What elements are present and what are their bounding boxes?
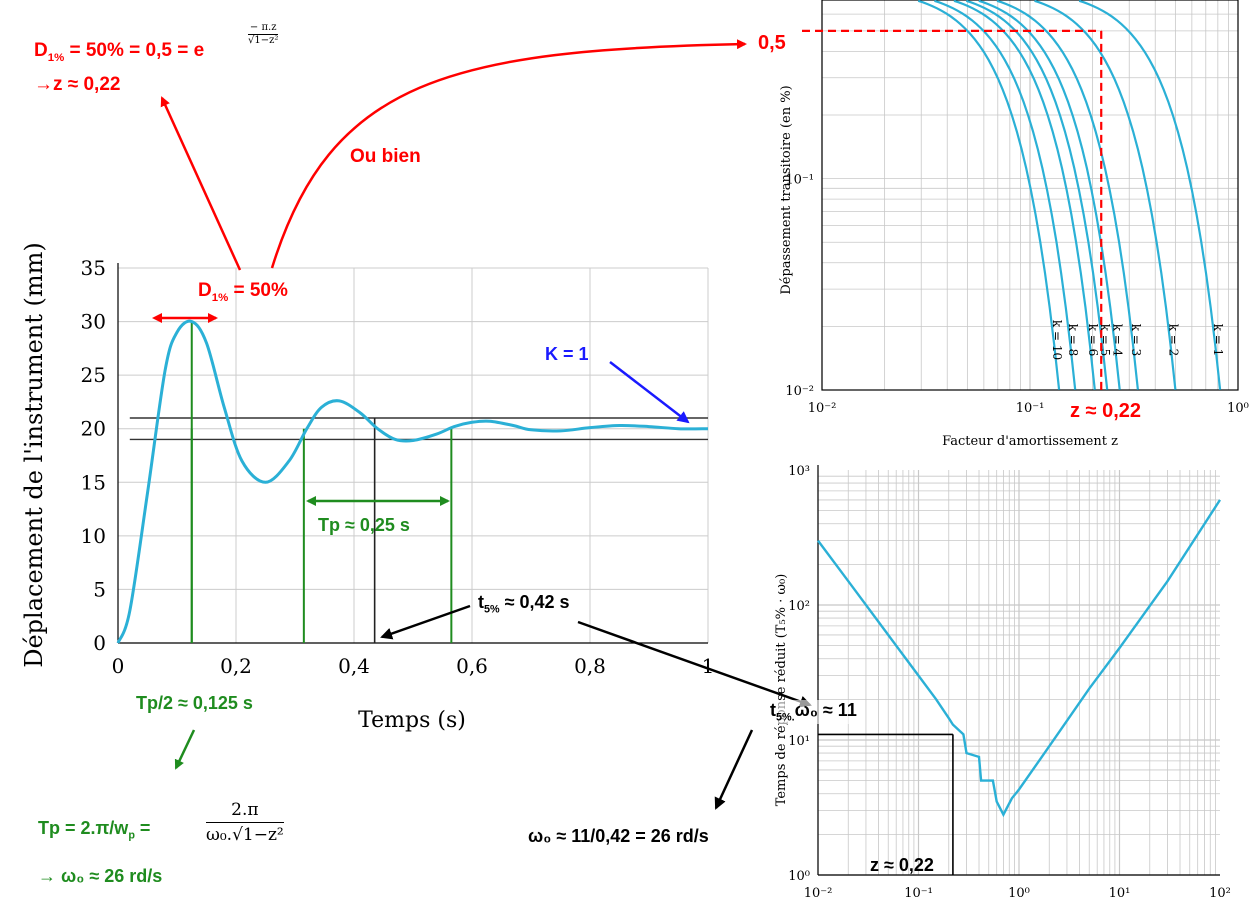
- t5-label: t5% ≈ 0,42 s: [478, 592, 570, 616]
- arrow-t5-to-chart3: [577, 620, 812, 708]
- c3-xtick-label: 10⁻²: [804, 886, 833, 901]
- tp-frac-den: ω₀.√1−z²: [206, 822, 284, 847]
- c2-curve: [953, 0, 1096, 390]
- c2-ylabel: Dépassement transitoire (en %): [779, 85, 794, 294]
- c3-ylabel: Temps de réponse réduit (T₅% · ω₀): [774, 574, 789, 807]
- c2-curve-label: k = 4: [1111, 324, 1125, 357]
- c1-xtick-label: 0,6: [456, 654, 488, 678]
- c1-ytick-label: 10: [81, 524, 106, 548]
- c1-xtick-label: 1: [702, 654, 715, 678]
- c2-curve-label: k = 2: [1166, 324, 1180, 357]
- c2-curve-label: k = 6: [1086, 324, 1100, 357]
- half-value-label: 0,5: [758, 32, 786, 54]
- c3-ytick-label: 10⁰: [788, 869, 810, 884]
- z-marker-bottom: z ≈ 0,22: [870, 855, 934, 875]
- c2-curve-label: k = 10: [1050, 320, 1064, 360]
- omega-result-green: → ω₀ ≈ 26 rd/s: [38, 866, 163, 886]
- omega-calc-label: ω₀ ≈ 11/0,42 = 26 rd/s: [528, 826, 709, 846]
- c1-ytick-label: 15: [81, 470, 106, 494]
- k-label: K = 1: [545, 344, 589, 364]
- c2-curve: [934, 0, 1077, 390]
- c2-curve: [917, 0, 1061, 390]
- d1-50-label: D1% = 50%: [198, 280, 288, 304]
- exp-num: π.z: [261, 22, 277, 33]
- tp-frac-num: 2.π: [231, 800, 259, 820]
- ou-bien-label: Ou bien: [350, 146, 421, 167]
- z-marker-top: z ≈ 0,22: [1070, 400, 1142, 422]
- c2-curve-label: k = 3: [1129, 324, 1143, 357]
- c2-curve: [1078, 0, 1222, 390]
- c3-response-curve: [817, 499, 1222, 818]
- arrow-ou-bien: [270, 39, 747, 269]
- c3-xtick-label: 10⁰: [1008, 886, 1030, 901]
- c3-xtick-label: 10⁻¹: [904, 886, 933, 901]
- c2-frame: [821, 0, 1239, 391]
- c1-xtick-label: 0,4: [338, 654, 370, 678]
- c1-ytick-label: 30: [81, 310, 106, 334]
- c3-ytick-label: 10²: [788, 599, 810, 614]
- t5-omega-label: t5%.ω₀ ≈ 11: [770, 700, 857, 724]
- overshoot-chart: 10⁻² 10⁻¹ 10⁰ 10⁻² 10⁻¹ k = 10 k = 8 k = 6k = 5…: [785, 0, 1249, 416]
- tp2-label: Tp/2 ≈ 0,125 s: [136, 693, 253, 713]
- c1-ylabel: Déplacement de l'instrument (mm): [20, 242, 48, 668]
- c2-xlabel: Facteur d'amortissement z: [942, 434, 1118, 449]
- c1-ytick-label: 20: [81, 417, 106, 441]
- z-result: →z ≈ 0,22: [34, 74, 121, 95]
- c1-xtick-label: 0: [112, 654, 125, 678]
- arrow-to-formula: [160, 96, 242, 271]
- c2-ytick-label: 10⁻¹: [785, 173, 814, 188]
- response-time-chart: 10⁻² 10⁻¹ 10⁰ 10¹ 10² 10⁰ 10¹ 10² 10³: [788, 464, 1231, 901]
- c1-xtick-label: 0,2: [220, 654, 252, 678]
- c3-xtick-label: 10²: [1209, 886, 1231, 901]
- exp-den: √1−z²: [248, 35, 279, 46]
- c3-ytick-label: 10³: [788, 464, 810, 479]
- c2-xtick-label: 10⁻²: [808, 401, 837, 416]
- c1-ytick-label: 0: [93, 631, 106, 655]
- c2-curve-label: k = 8: [1066, 324, 1080, 357]
- c1-xtick-label: 0,8: [574, 654, 606, 678]
- c1-ytick-label: 35: [81, 256, 106, 280]
- c2-curve-label: k = 1: [1211, 324, 1225, 357]
- d1-formula: D1% = 50% = 0,5 = e: [34, 40, 205, 64]
- c2-curve: [996, 0, 1139, 390]
- c2-xtick-label: 10⁰: [1227, 401, 1249, 416]
- c3-ytick-label: 10¹: [788, 734, 810, 749]
- c3-xtick-label: 10¹: [1109, 886, 1131, 901]
- c2-ytick-label: 10⁻²: [785, 384, 814, 399]
- c1-ytick-label: 5: [93, 577, 106, 601]
- c2-curve: [978, 0, 1121, 390]
- arrow-tp2: [174, 729, 196, 770]
- tp-formula-fraction: 2.π ω₀.√1−z²: [206, 798, 284, 847]
- arrow-k1: [609, 361, 690, 424]
- c2-curve-label: k = 5: [1098, 324, 1112, 357]
- tp-label: Tp ≈ 0,25 s: [318, 515, 410, 535]
- arrow-t5-to-chart1: [380, 604, 471, 640]
- c2-curve: [1034, 0, 1177, 390]
- d1-exponent: − π.z √1−z²: [248, 22, 279, 46]
- arrow-omega-calc: [714, 729, 754, 810]
- c1-response-curve: [116, 319, 709, 644]
- c2-xtick-label: 10⁻¹: [1016, 401, 1045, 416]
- c1-xlabel: Temps (s): [358, 708, 466, 733]
- c1-ytick-label: 25: [81, 363, 106, 387]
- tp-formula: Tp = 2.π/wp =: [38, 818, 151, 842]
- c2-curve: [965, 0, 1109, 390]
